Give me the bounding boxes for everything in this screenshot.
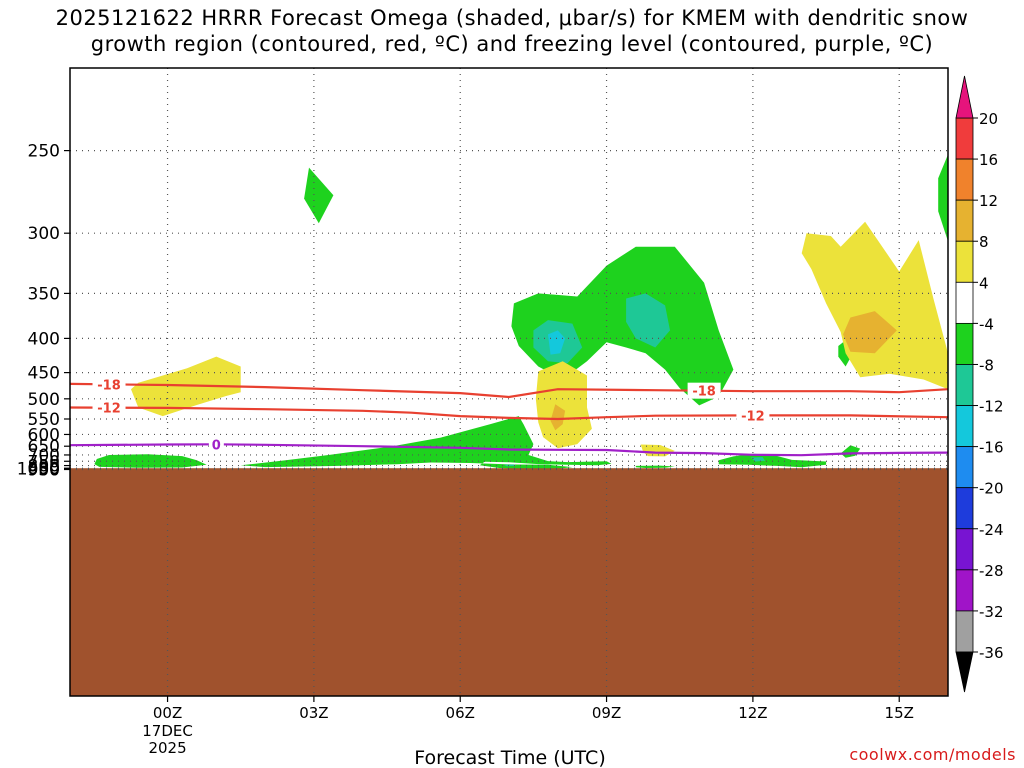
omega-region bbox=[548, 330, 566, 355]
colorbar-label: -36 bbox=[979, 644, 1004, 662]
contour-label: -12 bbox=[97, 402, 121, 417]
y-tick-label: 650 bbox=[28, 437, 60, 457]
temperature-contours: -18 -18 -12 -12 0 bbox=[69, 376, 949, 457]
y-tick-label: 250 bbox=[28, 142, 60, 162]
contour-label-bg bbox=[687, 382, 721, 399]
omega-region bbox=[750, 457, 766, 462]
chart-title-line1: 2025121622 HRRR Forecast Omega (shaded, … bbox=[55, 6, 969, 30]
y-tick-label: 700 bbox=[28, 446, 60, 466]
credit-link[interactable]: coolwx.com/models bbox=[849, 745, 1016, 764]
colorbar-swatch bbox=[955, 446, 974, 489]
colorbar-bottom-arrow bbox=[955, 651, 974, 693]
omega-region bbox=[240, 416, 612, 470]
ground-band bbox=[70, 468, 948, 696]
colorbar-label: 12 bbox=[979, 192, 998, 210]
y-tick-label: 450 bbox=[28, 364, 60, 384]
y-tick-label: 900 bbox=[28, 460, 60, 480]
omega-region bbox=[550, 404, 566, 431]
omega-region bbox=[801, 221, 948, 390]
x-date-label: 17DEC bbox=[142, 722, 193, 740]
contour-line bbox=[69, 382, 949, 399]
y-tick-label: 800 bbox=[28, 457, 60, 477]
colorbar-swatch bbox=[955, 199, 974, 242]
y-tick-label: 750 bbox=[28, 452, 60, 472]
colorbar-label: -32 bbox=[979, 603, 1004, 621]
y-tick-label: 300 bbox=[28, 224, 60, 244]
omega-region bbox=[94, 454, 207, 468]
contour-label: -18 bbox=[692, 385, 716, 400]
colorbar-top-arrow bbox=[955, 75, 974, 119]
contour-line bbox=[69, 443, 949, 457]
x-tick-label: 12Z bbox=[738, 704, 767, 722]
colorbar-swatch bbox=[955, 364, 974, 406]
colorbar-swatch bbox=[955, 240, 974, 283]
colorbar-label: -12 bbox=[979, 398, 1004, 416]
colorbar-swatch bbox=[955, 528, 974, 571]
y-tick-label: 950 bbox=[28, 460, 60, 480]
omega-region bbox=[640, 444, 675, 457]
colorbar-swatch bbox=[955, 569, 974, 612]
chart-title-line2: growth region (contoured, red, ºC) and f… bbox=[90, 32, 934, 56]
omega-region bbox=[626, 293, 670, 348]
omega-region bbox=[535, 361, 592, 449]
colorbar-label: -16 bbox=[979, 439, 1004, 457]
colorbar-label: -24 bbox=[979, 521, 1004, 539]
ground-surface bbox=[70, 468, 948, 696]
y-axis: 250 300 350 400 450 5005506006507007508008509… bbox=[17, 142, 70, 480]
x-tick-label: 09Z bbox=[592, 704, 621, 722]
omega-region bbox=[840, 445, 861, 458]
y-tick-label: 500 bbox=[28, 390, 60, 410]
colorbar-swatch bbox=[955, 405, 974, 448]
x-tick-label: 03Z bbox=[299, 704, 328, 722]
y-tick-label: 850 bbox=[28, 459, 60, 479]
contour-label: -12 bbox=[741, 409, 765, 424]
contour-label: -18 bbox=[97, 378, 121, 393]
colorbar-swatch bbox=[955, 487, 974, 530]
colorbar-label: -20 bbox=[979, 480, 1004, 498]
colorbar-label: -4 bbox=[979, 315, 994, 333]
colorbar-swatch bbox=[955, 158, 974, 201]
y-tick-label: 1000 bbox=[17, 460, 60, 480]
colorbar-label: 4 bbox=[979, 274, 989, 292]
x-axis-title: Forecast Time (UTC) bbox=[414, 747, 605, 768]
colorbar-label: -8 bbox=[979, 356, 994, 374]
colorbar-swatch bbox=[955, 117, 974, 160]
colorbar-label: 8 bbox=[979, 233, 989, 251]
omega-region bbox=[843, 311, 897, 354]
y-tick-label: 350 bbox=[28, 284, 60, 304]
x-date-label: 2025 bbox=[148, 739, 186, 757]
plot-border bbox=[69, 67, 949, 697]
omega-region bbox=[304, 167, 334, 224]
contour-label-bg bbox=[92, 399, 126, 416]
colorbar-label: 20 bbox=[979, 110, 998, 128]
colorbar-swatch bbox=[955, 322, 974, 365]
contour-label-bg bbox=[208, 436, 224, 453]
contour-label-bg bbox=[736, 407, 770, 424]
omega-region bbox=[718, 453, 827, 468]
y-tick-label: 550 bbox=[28, 410, 60, 430]
omega-region bbox=[504, 464, 517, 467]
colorbar-swatch bbox=[955, 281, 974, 324]
contour-label: 0 bbox=[212, 438, 221, 453]
colorbar-label: -28 bbox=[979, 562, 1004, 580]
y-tick-label: 600 bbox=[28, 425, 60, 445]
x-tick-label: 06Z bbox=[446, 704, 475, 722]
y-tick-label: 400 bbox=[28, 329, 60, 349]
contour-line bbox=[69, 406, 949, 421]
colorbar-label: 16 bbox=[979, 151, 998, 169]
omega-region bbox=[938, 154, 948, 242]
colorbar-swatch bbox=[955, 610, 974, 653]
plot-frame bbox=[69, 67, 949, 697]
contour-label-bg bbox=[92, 376, 126, 393]
x-tick-label: 00Z bbox=[153, 704, 182, 722]
x-tick-label: 15Z bbox=[885, 704, 914, 722]
omega-region bbox=[635, 465, 675, 468]
colorbar: 20 16 12 8 4 -4 -8 -12 -16 -20 -24 -28 -32 -36 bbox=[955, 75, 1004, 693]
omega-shaded-regions bbox=[94, 154, 948, 470]
